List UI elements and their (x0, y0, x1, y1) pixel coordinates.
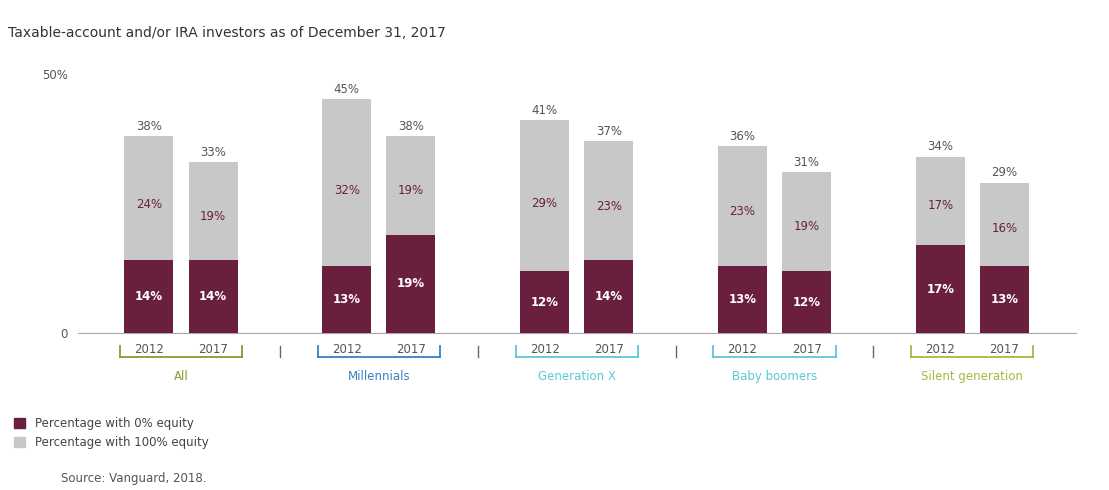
Text: 38%: 38% (136, 120, 162, 133)
Text: Source: Vanguard, 2018.: Source: Vanguard, 2018. (61, 472, 206, 485)
Text: 33%: 33% (200, 146, 226, 159)
Text: 37%: 37% (596, 125, 622, 138)
Text: 32%: 32% (334, 184, 359, 197)
Bar (189, 162, 237, 261)
Text: 24%: 24% (136, 198, 162, 211)
Text: 13%: 13% (333, 293, 360, 306)
Bar (189, 261, 237, 333)
Bar (124, 261, 173, 333)
Text: 38%: 38% (398, 120, 424, 133)
Text: 12%: 12% (793, 295, 821, 309)
Text: All: All (174, 369, 189, 383)
Text: 17%: 17% (926, 283, 954, 295)
Text: 19%: 19% (397, 277, 425, 291)
Text: 19%: 19% (794, 220, 820, 233)
Bar (980, 266, 1029, 333)
Text: 31%: 31% (794, 156, 820, 169)
Text: Baby boomers: Baby boomers (732, 369, 817, 383)
Bar (520, 120, 569, 271)
Text: Millennials: Millennials (347, 369, 410, 383)
Bar (782, 172, 831, 271)
Bar (916, 245, 965, 333)
Bar (718, 266, 767, 333)
Text: 45%: 45% (334, 83, 359, 97)
Text: 41%: 41% (531, 104, 558, 117)
Text: 36%: 36% (730, 130, 755, 143)
Text: 14%: 14% (135, 291, 163, 303)
Bar (520, 271, 569, 333)
Text: 19%: 19% (200, 210, 226, 222)
Text: 23%: 23% (730, 205, 755, 219)
Text: 14%: 14% (594, 291, 623, 303)
Bar (323, 99, 372, 266)
Bar (718, 146, 767, 266)
Text: 14%: 14% (199, 291, 227, 303)
Text: 29%: 29% (531, 196, 558, 210)
Text: 29%: 29% (991, 167, 1017, 179)
Bar (980, 183, 1029, 266)
Bar (782, 271, 831, 333)
Text: 23%: 23% (596, 200, 622, 213)
Bar (916, 157, 965, 245)
Bar (584, 261, 633, 333)
Text: 34%: 34% (927, 141, 954, 153)
Text: 16%: 16% (991, 222, 1017, 235)
Text: 13%: 13% (990, 293, 1018, 306)
Text: 17%: 17% (927, 198, 954, 212)
Text: Taxable-account and/or IRA investors as of December 31, 2017: Taxable-account and/or IRA investors as … (8, 26, 446, 40)
Bar (584, 141, 633, 261)
Bar (323, 266, 372, 333)
Bar (124, 136, 173, 261)
Text: Silent generation: Silent generation (922, 369, 1024, 383)
Legend: Percentage with 0% equity, Percentage with 100% equity: Percentage with 0% equity, Percentage wi… (13, 417, 208, 449)
Bar (386, 235, 436, 333)
Text: 12%: 12% (530, 295, 559, 309)
Text: 19%: 19% (398, 184, 424, 196)
Bar (386, 136, 436, 235)
Text: Generation X: Generation X (538, 369, 615, 383)
Text: 13%: 13% (729, 293, 756, 306)
